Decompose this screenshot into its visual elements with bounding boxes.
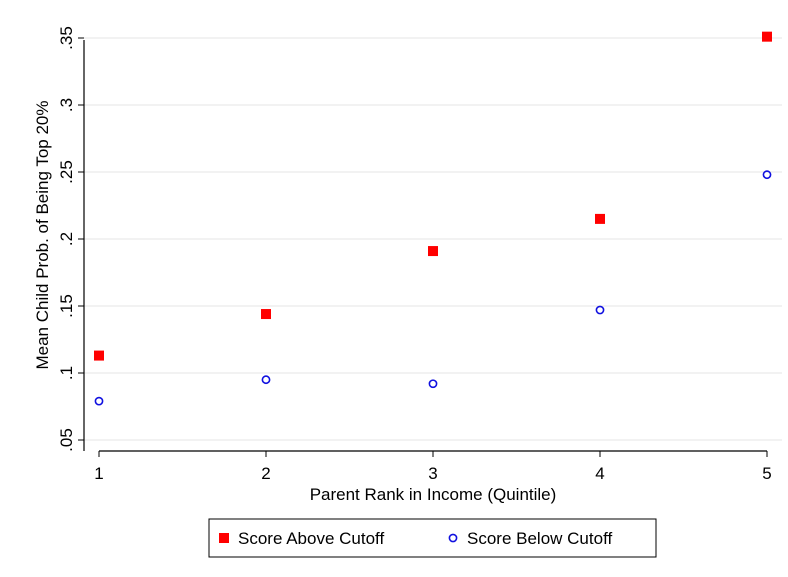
point-score-below-cutoff [762,170,772,180]
y-axis-title: Mean Child Prob. of Being Top 20% [33,100,52,369]
legend-marker [219,533,229,543]
point-score-below-cutoff [261,375,271,385]
legend-label: Score Below Cutoff [467,529,612,548]
y-tick-label: .25 [57,160,76,184]
y-ticks: .05 .1 .15 .2 .25 .3 .35 [57,26,84,452]
legend-label: Score Above Cutoff [238,529,384,548]
point-score-above-cutoff [94,350,104,361]
point-score-below-cutoff [595,305,605,315]
y-tick-label: .3 [57,98,76,112]
x-tick-label: 2 [261,464,270,483]
y-tick-label: .1 [57,366,76,380]
legend-items: Score Above Cutoff Score Below Cutoff [219,529,612,548]
point-score-above-cutoff [261,309,271,320]
x-tick-label: 4 [595,464,604,483]
y-tick-label: .35 [57,26,76,50]
x-tick-label: 1 [94,464,103,483]
x-axis-title: Parent Rank in Income (Quintile) [310,485,557,504]
point-score-above-cutoff [595,213,605,224]
y-tick-label: .2 [57,232,76,246]
gridlines [84,37,782,441]
y-tick-label: .15 [57,294,76,318]
point-score-above-cutoff [428,246,438,257]
point-score-above-cutoff [762,31,772,42]
legend: Score Above Cutoff Score Below Cutoff [208,518,657,558]
legend-box [208,518,657,558]
x-tick-label: 3 [428,464,437,483]
data-points [94,31,772,406]
x-tick-label: 5 [762,464,771,483]
x-ticks: 1 2 3 4 5 [94,451,772,483]
point-score-below-cutoff [428,379,438,389]
legend-marker [448,533,458,543]
point-score-below-cutoff [94,396,104,406]
y-tick-label: .05 [57,428,76,452]
